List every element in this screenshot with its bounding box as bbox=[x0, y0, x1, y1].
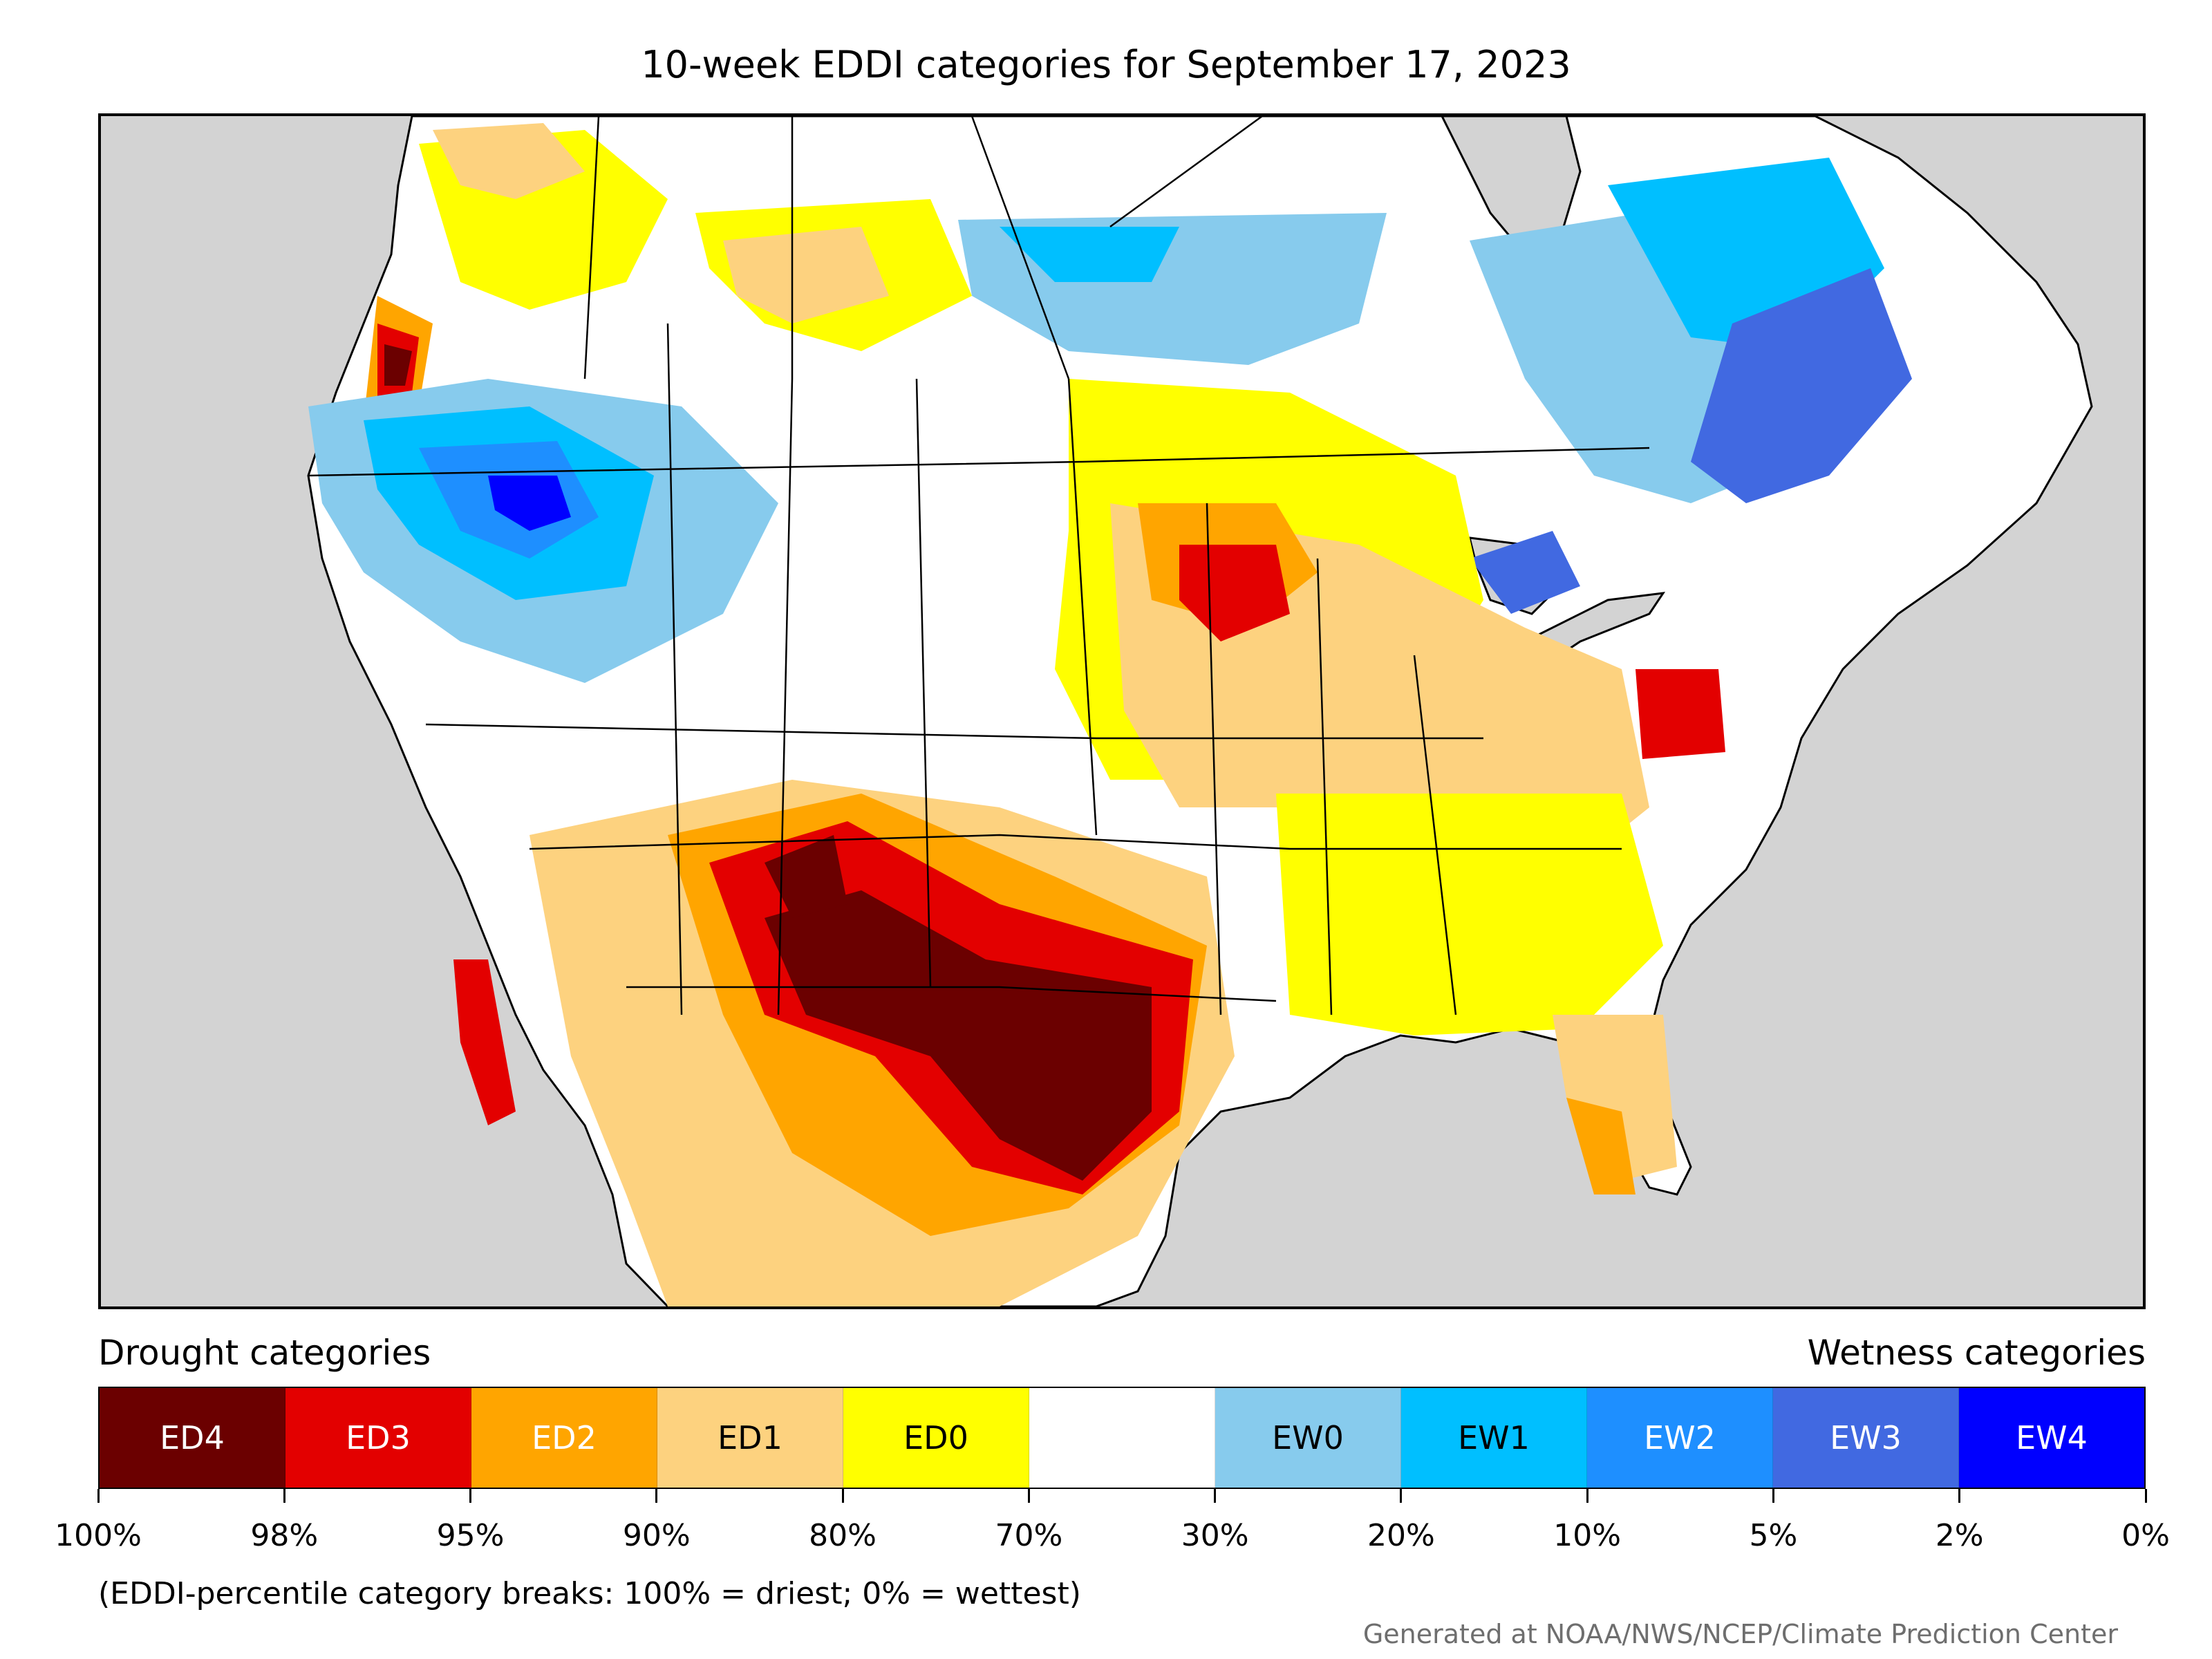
region-ed4 bbox=[765, 890, 1152, 1181]
colorbar-tick-label: 95% bbox=[436, 1518, 505, 1553]
region-ed1 bbox=[1553, 1015, 1677, 1181]
colorbar-cell-ew1: EW1 bbox=[1401, 1388, 1587, 1488]
colorbar-tick-label: 90% bbox=[622, 1518, 691, 1553]
drought-categories-heading: Drought categories bbox=[98, 1333, 431, 1373]
colorbar-cell-ew0: EW0 bbox=[1215, 1388, 1401, 1488]
colorbar-tick-label: 5% bbox=[1749, 1518, 1798, 1553]
region-ed3 bbox=[453, 959, 516, 1125]
colorbar-tick bbox=[97, 1489, 100, 1503]
colorbar-tick bbox=[469, 1489, 472, 1503]
eddi-map bbox=[98, 113, 2146, 1309]
colorbar-tick-label: 20% bbox=[1367, 1518, 1435, 1553]
colorbar-tick bbox=[841, 1489, 844, 1503]
colorbar-tick bbox=[1214, 1489, 1217, 1503]
colorbar-cell-ew4: EW4 bbox=[1959, 1388, 2144, 1488]
colorbar-tick bbox=[1772, 1489, 1774, 1503]
region-ew3 bbox=[1470, 531, 1580, 614]
colorbar-cell-ed3: ED3 bbox=[285, 1388, 471, 1488]
colorbar-tick bbox=[283, 1489, 285, 1503]
region-ew4 bbox=[488, 476, 571, 531]
region-ed1 bbox=[433, 123, 585, 199]
category-breaks-note: (EDDI-percentile category breaks: 100% =… bbox=[98, 1576, 1081, 1611]
colorbar-tick-label: 70% bbox=[995, 1518, 1063, 1553]
region-ed3 bbox=[1179, 545, 1290, 641]
colorbar-tick bbox=[1027, 1489, 1030, 1503]
region-ed4 bbox=[384, 344, 412, 386]
region-ew3 bbox=[1691, 268, 1912, 503]
colorbar-tick bbox=[655, 1489, 658, 1503]
colorbar-tick bbox=[2144, 1489, 2147, 1503]
credit-text: Generated at NOAA/NWS/NCEP/Climate Predi… bbox=[1362, 1619, 2118, 1649]
colorbar-cell-ed0: ED0 bbox=[843, 1388, 1029, 1488]
region-ed0 bbox=[1276, 794, 1663, 1035]
colorbar-tick-label: 0% bbox=[2121, 1518, 2170, 1553]
colorbar-tick bbox=[1958, 1489, 1961, 1503]
region-ed4 bbox=[765, 835, 847, 918]
colorbar-tick-label: 80% bbox=[809, 1518, 877, 1553]
colorbar-cell-ed1: ED1 bbox=[657, 1388, 843, 1488]
region-ed3 bbox=[1635, 669, 1725, 759]
colorbar-tick bbox=[1400, 1489, 1403, 1503]
region-ed1 bbox=[723, 227, 889, 324]
colorbar-cell-ed2: ED2 bbox=[471, 1388, 657, 1488]
wetness-categories-heading: Wetness categories bbox=[1807, 1333, 2146, 1373]
colorbar-tick-label: 2% bbox=[1935, 1518, 1984, 1553]
colorbar-cell-ed4: ED4 bbox=[100, 1388, 285, 1488]
colorbar-cell-ew2: EW2 bbox=[1587, 1388, 1773, 1488]
colorbar-tick-label: 100% bbox=[55, 1518, 142, 1553]
colorbar-tick-label: 10% bbox=[1553, 1518, 1622, 1553]
region-ed2 bbox=[1566, 1098, 1635, 1194]
colorbar-tick-label: 98% bbox=[250, 1518, 319, 1553]
region-ew1 bbox=[1000, 227, 1179, 282]
colorbar-tick-label: 30% bbox=[1181, 1518, 1249, 1553]
category-colorbar: ED4 ED3 ED2 ED1 ED0 EW0 EW1 EW2 EW3 EW4 bbox=[98, 1387, 2146, 1489]
map-title: 10-week EDDI categories for September 17… bbox=[641, 43, 1571, 86]
colorbar-cell-none bbox=[1029, 1388, 1215, 1488]
colorbar-cell-ew3: EW3 bbox=[1773, 1388, 1959, 1488]
colorbar-tick bbox=[1586, 1489, 1588, 1503]
boundaries bbox=[308, 116, 1650, 1015]
colorbar-ticks bbox=[97, 1489, 2147, 1506]
